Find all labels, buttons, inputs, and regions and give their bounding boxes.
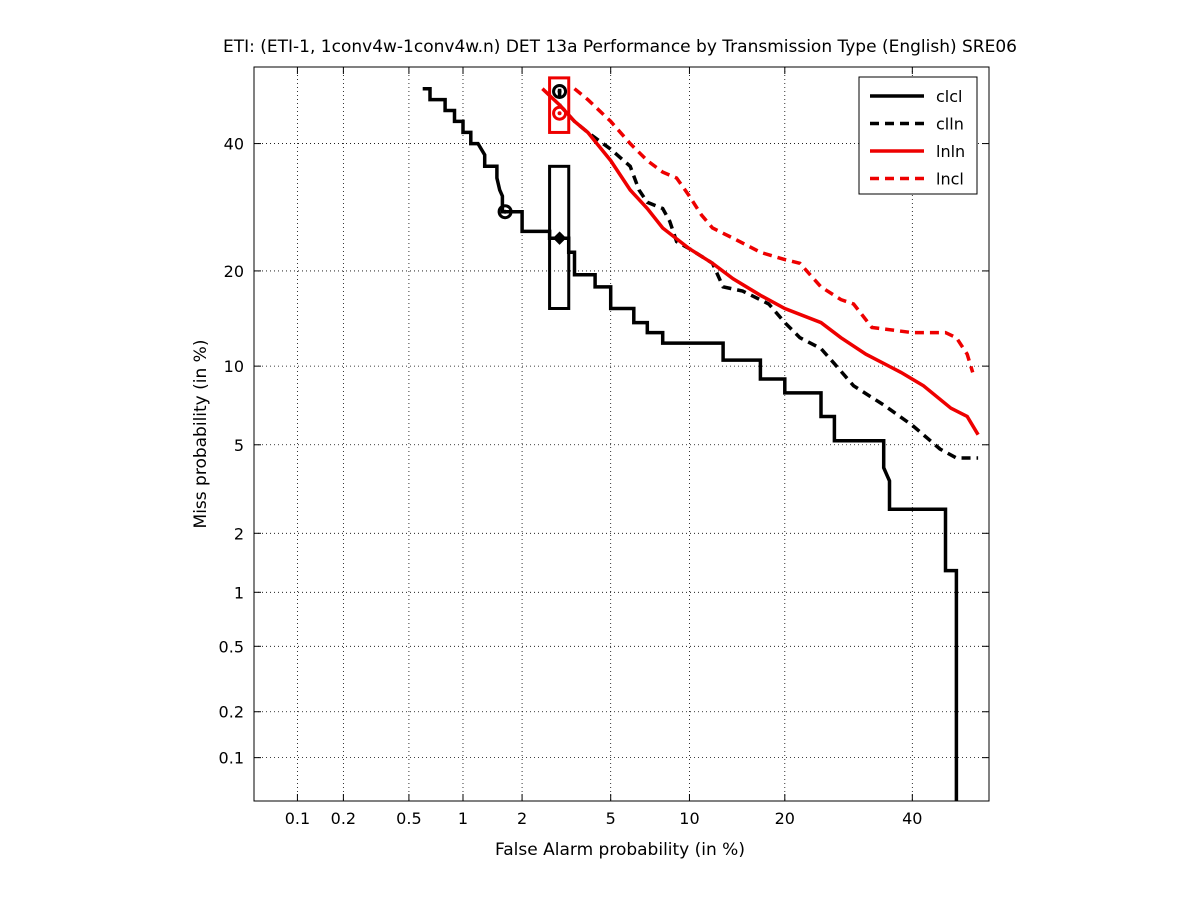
confidence-box-lnln (548, 76, 571, 134)
x-axis: 0.1 0.2 0.5 1 2 5 10 20 40 (285, 67, 922, 828)
x-tick-label: 40 (902, 809, 922, 828)
y-tick-label: 20 (224, 262, 244, 281)
series-line-lnln (541, 87, 980, 436)
x-tick-label: 20 (775, 809, 795, 828)
marker-dot-clln (557, 89, 562, 94)
legend: clcl clln lnln lncl (858, 76, 978, 195)
y-tick-label: 5 (234, 436, 244, 455)
chart-title: ETI: (ETI-1, 1conv4w-1conv4w.n) DET 13a … (223, 37, 1017, 57)
x-tick-label: 0.2 (331, 809, 356, 828)
marker-circle-clcl (497, 204, 513, 220)
x-tick-label: 2 (517, 809, 527, 828)
y-tick-label: 1 (234, 583, 244, 602)
y-tick-label: 0.1 (219, 749, 244, 768)
x-axis-label: False Alarm probability (in %) (495, 840, 745, 860)
series-line-clln (557, 88, 979, 460)
y-tick-label: 2 (234, 524, 244, 543)
confidence-box-clcl (548, 164, 571, 310)
marker-circle-lnln (552, 105, 568, 121)
y-axis: 0.1 0.2 0.5 1 2 5 10 20 40 (219, 135, 989, 768)
y-tick-label: 0.5 (219, 637, 244, 656)
legend-label-lncl: lncl (936, 170, 964, 189)
y-tick-label: 10 (224, 357, 244, 376)
plot-frame (253, 66, 990, 802)
marker-circle-clln (552, 83, 568, 99)
y-tick-label: 0.2 (219, 703, 244, 722)
legend-label-clcl: clcl (936, 87, 962, 106)
x-tick-label: 10 (679, 809, 699, 828)
series-line-clcl (422, 86, 959, 801)
x-tick-label: 1 (458, 809, 468, 828)
x-tick-label: 5 (606, 809, 616, 828)
series-line-lncl (573, 87, 975, 373)
marker-diamond-clcl (552, 231, 567, 245)
y-axis-label: Miss probability (in %) (191, 340, 211, 529)
marker-dot-clcl (503, 209, 508, 214)
x-tick-label: 0.5 (396, 809, 421, 828)
legend-label-clln: clln (936, 115, 964, 134)
marker-dot-lnln (557, 111, 562, 116)
series-layer (422, 86, 980, 801)
markers-layer (497, 76, 571, 310)
legend-label-lnln: lnln (936, 142, 965, 161)
y-tick-label: 40 (224, 135, 244, 154)
x-tick-label: 0.1 (285, 809, 310, 828)
